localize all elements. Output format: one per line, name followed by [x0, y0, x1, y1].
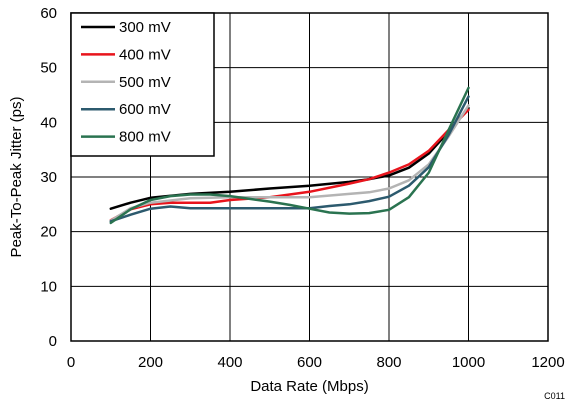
y-tick-label: 60 — [40, 5, 57, 22]
y-tick-label: 0 — [49, 333, 57, 350]
x-tick-label: 800 — [376, 354, 401, 371]
x-tick-label: 1200 — [531, 354, 564, 371]
legend-label: 400 mV — [119, 46, 171, 63]
figure-code: C011 — [544, 391, 565, 401]
series-lines — [109, 86, 470, 225]
legend: 300 mV 400 mV 500 mV 600 mV 800 mV — [70, 12, 215, 157]
y-tick-label: 40 — [40, 114, 57, 131]
y-tick-label: 20 — [40, 224, 57, 241]
series-line-300-mv — [109, 106, 470, 210]
axes — [70, 12, 549, 342]
x-tick-label: 0 — [67, 354, 75, 371]
x-tick-label: 200 — [138, 354, 163, 371]
x-tick-label: 400 — [217, 354, 242, 371]
legend-label: 800 mV — [119, 129, 171, 146]
plot-frame — [70, 12, 549, 342]
series-line-500-mv — [109, 104, 470, 222]
x-tick-label: 1000 — [452, 354, 485, 371]
tick-labels: 0 200 400 600 800 1000 1200 0 10 20 30 40 50 60 — [40, 5, 564, 371]
y-axis-title: Peak-To-Peak Jitter (ps) — [8, 97, 25, 258]
x-axis-title: Data Rate (Mbps) — [250, 378, 368, 395]
legend-label: 500 mV — [119, 74, 171, 91]
legend-label: 600 mV — [119, 101, 171, 118]
y-tick-label: 10 — [40, 278, 57, 295]
series-line-800-mv — [109, 86, 470, 225]
legend-label: 300 mV — [119, 19, 171, 36]
legend-box — [70, 12, 215, 157]
series-line-400-mv — [109, 108, 470, 222]
y-tick-label: 30 — [40, 169, 57, 186]
x-tick-label: 600 — [297, 354, 322, 371]
y-tick-label: 50 — [40, 60, 57, 77]
